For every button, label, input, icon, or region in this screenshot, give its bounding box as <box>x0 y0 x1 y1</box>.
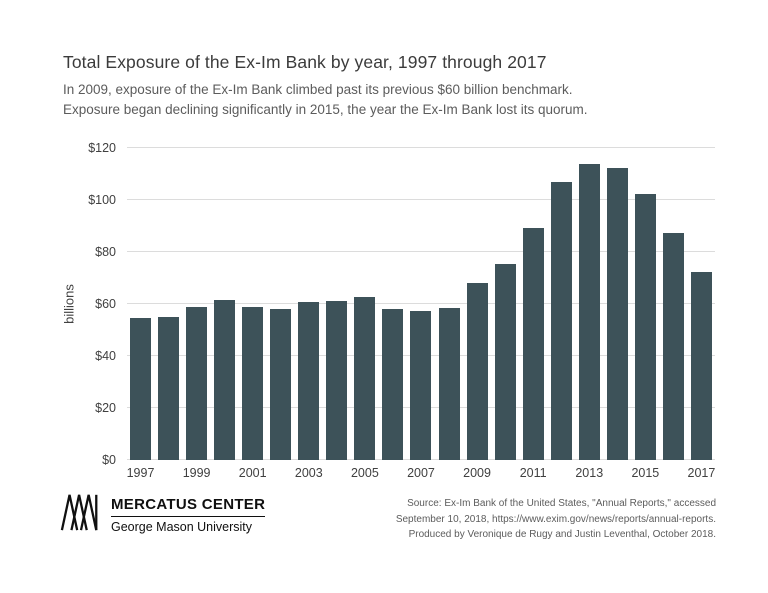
bar-1997 <box>130 317 151 460</box>
x-tick-slot: 2007 <box>407 466 435 480</box>
x-tick-slot <box>439 466 460 480</box>
gridline <box>127 147 715 148</box>
bar-2008 <box>438 307 460 460</box>
x-tick-slot: 2005 <box>351 466 379 480</box>
x-tick-label: 2007 <box>407 466 435 480</box>
x-tick-label: 2001 <box>238 466 267 480</box>
chart-subtitle-line2: Exposure began declining significantly i… <box>63 102 588 118</box>
x-tick-label: 2005 <box>350 466 379 480</box>
bar-2004 <box>326 301 348 460</box>
bar-1999 <box>186 306 208 460</box>
gridline <box>127 303 715 304</box>
x-tick-slot <box>607 466 628 480</box>
bar-2001 <box>242 307 264 460</box>
gridline <box>127 199 715 200</box>
bar-2012 <box>550 182 572 460</box>
x-tick-slot: 2017 <box>688 466 716 480</box>
x-tick-label: 2017 <box>687 466 716 480</box>
footer: MERCATUS CENTER George Mason University … <box>60 492 716 543</box>
x-tick-slot <box>382 466 403 480</box>
x-tick-slot <box>214 466 235 480</box>
bar-1998 <box>158 317 180 460</box>
x-tick-slot <box>551 466 572 480</box>
x-tick-slot <box>495 466 516 480</box>
bar-series <box>130 148 712 460</box>
x-tick-slot: 2003 <box>295 466 323 480</box>
y-tick-label: $60 <box>95 297 116 311</box>
gridline <box>127 251 715 252</box>
mercatus-m-icon <box>60 492 102 537</box>
x-tick-label: 1999 <box>182 466 211 480</box>
x-tick-slot: 2013 <box>575 466 603 480</box>
x-tick-slot <box>326 466 347 480</box>
x-tick-slot: 1999 <box>183 466 211 480</box>
x-tick-slot <box>158 466 179 480</box>
bar-2007 <box>410 310 432 460</box>
bar-2005 <box>354 296 376 460</box>
x-tick-slot: 2009 <box>463 466 491 480</box>
logo-name: MERCATUS CENTER <box>111 496 266 513</box>
bar-2011 <box>522 228 544 460</box>
x-tick-slot <box>270 466 291 480</box>
x-tick-label: 2009 <box>463 466 491 480</box>
source-line2: September 10, 2018, https://www.exim.gov… <box>395 513 716 525</box>
source-note: Source: Ex-Im Bank of the United States,… <box>396 492 716 543</box>
y-tick-label: $20 <box>95 401 116 415</box>
bar-2014 <box>606 168 628 460</box>
x-tick-slot: 2011 <box>519 466 547 480</box>
x-tick-slot: 2001 <box>239 466 267 480</box>
x-tick-label: 1997 <box>126 466 155 480</box>
bar-2010 <box>494 264 516 460</box>
x-tick-slot: 2015 <box>631 466 659 480</box>
x-axis-labels: 1997 1999 2001 2003 2005 2007 2009 2011 2013 2015… <box>127 466 716 480</box>
x-tick-slot: 1997 <box>127 466 155 480</box>
y-tick-label: $100 <box>88 193 116 207</box>
bar-2009 <box>466 283 488 460</box>
plot-area: $0 $20 $40 $60 $80 $100 $120 1997 1999 2001 2003 20… <box>88 141 715 480</box>
x-tick-label: 2011 <box>519 466 547 480</box>
bar-2013 <box>578 164 600 460</box>
source-line3: Produced by Veronique de Rugy and Justin… <box>408 529 716 540</box>
source-line1: Source: Ex-Im Bank of the United States,… <box>407 498 716 509</box>
y-tick-label: $80 <box>95 245 116 259</box>
logo-divider <box>111 516 266 517</box>
x-tick-label: 2013 <box>575 466 604 480</box>
y-axis-label: billions <box>61 284 77 324</box>
logo-text: MERCATUS CENTER George Mason University <box>111 495 266 534</box>
x-tick-label: 2003 <box>294 466 323 480</box>
chart-title: Total Exposure of the Ex-Im Bank by year… <box>63 52 547 72</box>
chart-header: Total Exposure of the Ex-Im Bank by year… <box>63 52 718 121</box>
bar-2000 <box>214 300 236 460</box>
bar-2003 <box>298 301 320 460</box>
x-tick-label: 2015 <box>631 466 660 480</box>
bar-2015 <box>634 194 656 460</box>
y-tick-label: $0 <box>102 453 116 467</box>
y-tick-label: $120 <box>88 141 116 155</box>
x-tick-slot <box>663 466 684 480</box>
mercatus-logo: MERCATUS CENTER George Mason University <box>60 492 266 537</box>
bar-2002 <box>270 309 292 460</box>
logo-subtitle: George Mason University <box>111 520 253 534</box>
y-tick-label: $40 <box>95 349 116 363</box>
chart-subtitle: In 2009, exposure of the Ex-Im Bank clim… <box>63 80 718 121</box>
chart-subtitle-line1: In 2009, exposure of the Ex-Im Bank clim… <box>63 82 573 97</box>
bar-2017 <box>690 271 712 460</box>
bar-2016 <box>662 233 684 460</box>
bar-2006 <box>382 309 404 460</box>
